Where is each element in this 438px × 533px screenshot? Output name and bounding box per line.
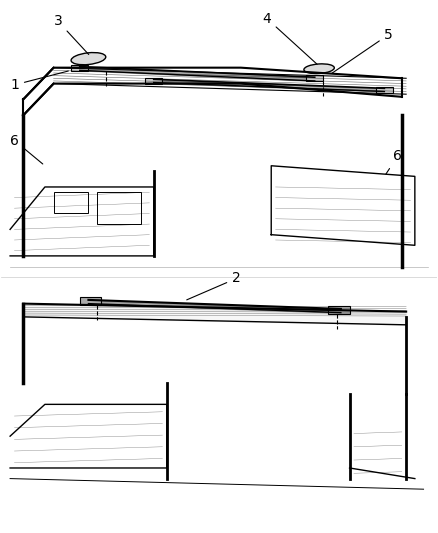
Bar — [328, 306, 350, 314]
Bar — [376, 87, 393, 93]
Bar — [80, 297, 102, 305]
Text: 6: 6 — [10, 134, 43, 164]
Bar — [306, 75, 323, 82]
Bar — [97, 192, 141, 224]
Ellipse shape — [71, 53, 106, 64]
Text: 5: 5 — [332, 28, 393, 73]
Text: 3: 3 — [53, 14, 89, 54]
Bar — [71, 65, 88, 71]
Text: 2: 2 — [187, 271, 241, 300]
Text: 4: 4 — [262, 12, 317, 64]
Bar — [53, 192, 88, 214]
Text: 6: 6 — [386, 149, 402, 174]
Bar — [145, 78, 162, 84]
Text: 1: 1 — [10, 71, 68, 92]
Ellipse shape — [304, 64, 334, 74]
